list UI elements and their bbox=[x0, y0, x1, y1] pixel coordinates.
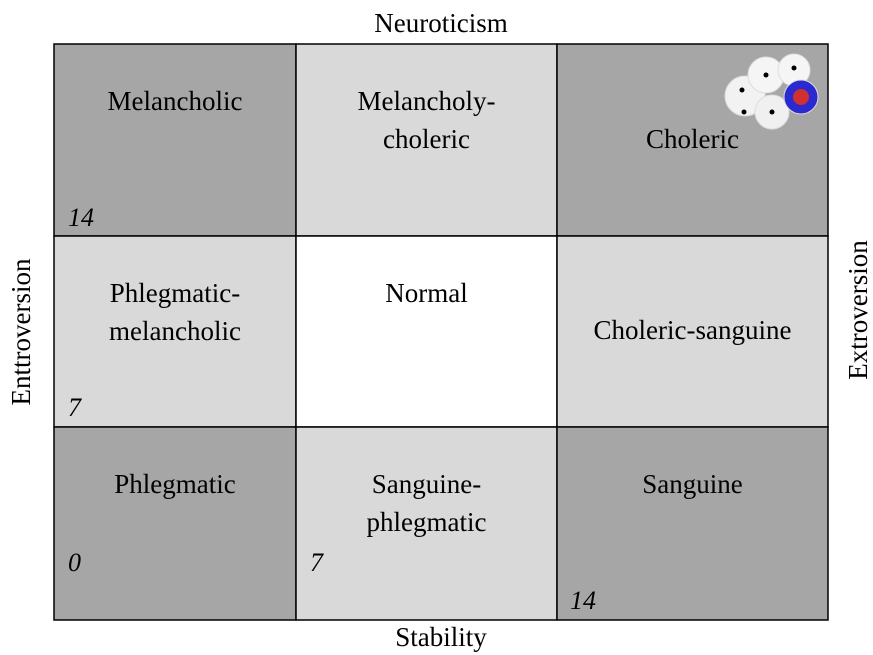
cell-number: 0 bbox=[68, 548, 81, 577]
cell-label: Sanguine- bbox=[372, 469, 481, 499]
cell-label: Choleric-sanguine bbox=[594, 315, 792, 345]
cell bbox=[295, 426, 558, 621]
cell-number: 7 bbox=[310, 548, 324, 577]
cell bbox=[556, 426, 829, 621]
cell-number: 14 bbox=[570, 586, 596, 615]
cell bbox=[295, 43, 558, 237]
cell bbox=[53, 235, 297, 428]
axis-bottom-label: Stability bbox=[395, 622, 487, 652]
cell bbox=[53, 426, 297, 621]
cell bbox=[295, 235, 558, 428]
cell-label: Melancholic bbox=[108, 86, 243, 116]
cell-label: Normal bbox=[385, 278, 467, 308]
cell-label: Sanguine bbox=[642, 469, 743, 499]
grid: Melancholic 14 Melancholy-choleric Choleric… bbox=[53, 43, 829, 621]
cell bbox=[556, 235, 829, 428]
axis-right-label: Extroversion bbox=[843, 240, 873, 380]
cell-label: choleric bbox=[383, 124, 470, 154]
cell-label: Phlegmatic- bbox=[110, 278, 240, 308]
cell-label: melancholic bbox=[109, 316, 241, 346]
cell-number: 14 bbox=[68, 203, 94, 232]
cell-label: Phlegmatic bbox=[114, 469, 235, 499]
cell-label: phlegmatic bbox=[367, 507, 487, 537]
cell-label: Choleric bbox=[646, 124, 739, 154]
gear-icon bbox=[724, 53, 819, 130]
axis-top-label: Neuroticism bbox=[374, 8, 507, 38]
cell-label: Melancholy- bbox=[358, 86, 496, 116]
cell bbox=[53, 43, 297, 237]
cell-number: 7 bbox=[68, 393, 82, 422]
axis-left-label: Enttroversion bbox=[6, 258, 36, 405]
